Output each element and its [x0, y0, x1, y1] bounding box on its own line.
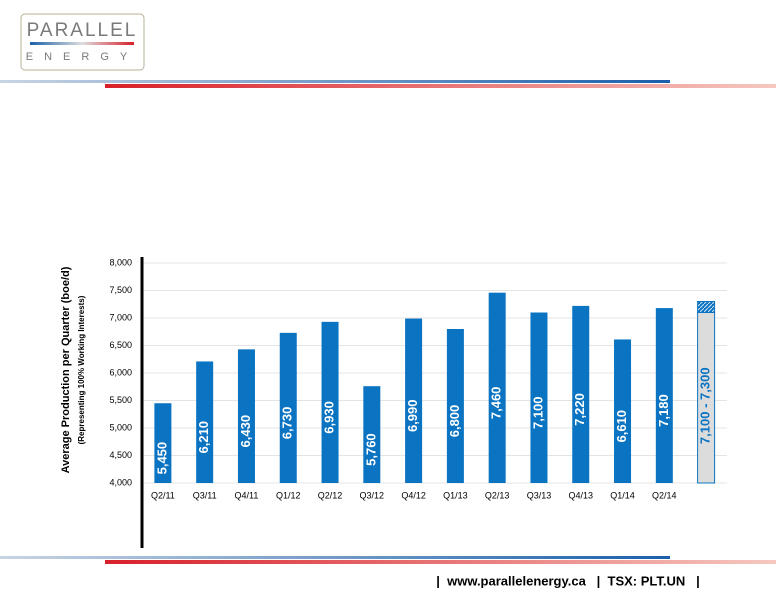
x-tick-label: Q4/12: [401, 490, 426, 500]
value-label: 6,800: [447, 405, 462, 438]
x-tick-label: Q3/13: [527, 490, 552, 500]
logo-sub: ENERGY: [26, 51, 138, 63]
value-label: 6,210: [196, 421, 211, 454]
x-tick-label: Q2/14: [652, 490, 677, 500]
bar: [363, 386, 381, 483]
value-label: 7,460: [489, 387, 504, 420]
y-tick-label: 8,000: [109, 257, 132, 267]
x-tick-label: Q1/13: [443, 490, 468, 500]
bar: [572, 305, 590, 483]
bar: [614, 339, 632, 483]
x-tick-label: Q2/13: [485, 490, 510, 500]
x-tick-label: Q2/12: [318, 490, 343, 500]
footer: | www.parallelenergy.ca | TSX: PLT.UN |: [436, 573, 700, 588]
value-label: 5,450: [154, 442, 169, 475]
y-tick-label: 5,000: [109, 422, 132, 432]
bar: [196, 361, 214, 483]
value-label: 7,180: [656, 394, 671, 427]
value-label: 6,730: [280, 407, 295, 440]
x-tick-label: Q4/11: [235, 490, 259, 500]
y-tick-label: 6,500: [109, 340, 132, 350]
value-label: 6,930: [321, 401, 336, 434]
rule: [105, 560, 776, 564]
x-tick-label: Q1/14: [610, 490, 635, 500]
logo-name: PARALLEL: [27, 20, 138, 41]
bar: [446, 329, 464, 483]
bar: [321, 321, 339, 483]
value-label: 6,430: [238, 415, 253, 448]
x-tick-label: Q1/12: [276, 490, 301, 500]
bar: [655, 308, 673, 483]
y-tick-label: 6,000: [109, 367, 132, 377]
value-label: 7,220: [572, 393, 587, 426]
x-tick-label: Q2/11: [151, 490, 175, 500]
y-axis-title: Average Production per Quarter (boe/d): [60, 266, 72, 473]
x-tick-label: Q4/13: [568, 490, 593, 500]
logo-bar: [30, 42, 134, 45]
bar: [154, 403, 172, 483]
value-label: 7,100: [530, 396, 545, 429]
value-label: 6,610: [614, 410, 629, 443]
y-tick-label: 7,500: [109, 285, 132, 295]
value-label: 5,760: [363, 433, 378, 466]
y-tick-label: 4,000: [109, 477, 132, 487]
rule: [105, 84, 776, 88]
y-tick-label: 5,500: [109, 395, 132, 405]
y-tick-label: 7,000: [109, 312, 132, 322]
bar: [488, 292, 506, 483]
forecast-label: 7,100 - 7,300: [698, 367, 713, 444]
bar: [530, 312, 548, 483]
value-label: 6,990: [405, 400, 420, 433]
forecast-range: [697, 301, 716, 313]
bar: [405, 318, 423, 483]
plot: 4,000 4,500 5,000 5,500 6,000 6,500 7,000 7,500…: [109, 257, 727, 548]
y-tick-label: 4,500: [109, 450, 132, 460]
rule: [0, 556, 670, 559]
x-tick-label: Q3/12: [360, 490, 385, 500]
bar: [237, 349, 255, 483]
y-axis-subtitle: (Representing 100% Working Interests): [77, 295, 86, 444]
bar: [279, 332, 297, 483]
rule: [0, 80, 670, 83]
x-tick-label: Q3/11: [193, 490, 217, 500]
